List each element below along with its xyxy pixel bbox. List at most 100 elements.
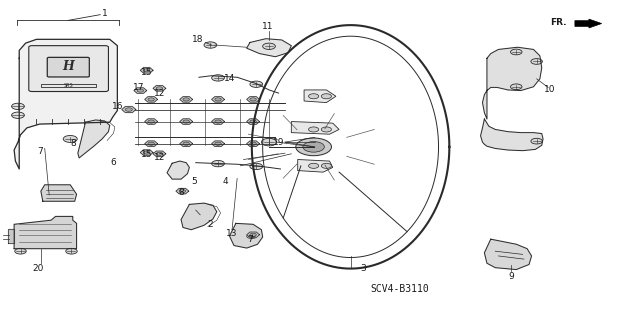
Circle shape	[125, 108, 132, 111]
Circle shape	[148, 98, 154, 101]
Circle shape	[215, 142, 221, 145]
Text: 14: 14	[224, 74, 236, 83]
Circle shape	[148, 142, 154, 145]
Text: 2: 2	[207, 220, 213, 229]
Polygon shape	[14, 39, 117, 169]
Circle shape	[156, 87, 163, 90]
Text: 8: 8	[179, 188, 184, 197]
Polygon shape	[180, 97, 193, 102]
Polygon shape	[230, 223, 262, 248]
Circle shape	[179, 189, 186, 193]
Polygon shape	[481, 119, 543, 151]
Polygon shape	[181, 203, 217, 230]
Polygon shape	[483, 47, 541, 119]
Circle shape	[63, 136, 77, 142]
Polygon shape	[180, 141, 193, 146]
Circle shape	[246, 234, 257, 239]
Polygon shape	[8, 229, 14, 243]
Circle shape	[204, 42, 217, 48]
Polygon shape	[246, 97, 259, 102]
Text: 10: 10	[543, 85, 555, 94]
Circle shape	[531, 59, 542, 64]
FancyBboxPatch shape	[47, 57, 90, 77]
Polygon shape	[14, 216, 77, 249]
Polygon shape	[122, 107, 136, 113]
Text: 7: 7	[247, 235, 253, 244]
Polygon shape	[145, 97, 157, 102]
Text: 1: 1	[102, 9, 108, 18]
Text: 9: 9	[508, 272, 514, 281]
Circle shape	[250, 81, 262, 87]
Circle shape	[183, 120, 189, 123]
Text: 15: 15	[141, 68, 152, 77]
Circle shape	[321, 94, 332, 99]
Text: 3: 3	[360, 264, 366, 273]
Circle shape	[531, 138, 542, 144]
Polygon shape	[304, 90, 336, 103]
Circle shape	[250, 142, 256, 145]
Circle shape	[12, 103, 24, 109]
Text: SRS: SRS	[63, 83, 73, 88]
Text: 20: 20	[33, 264, 44, 273]
Polygon shape	[246, 232, 259, 238]
Polygon shape	[246, 119, 259, 124]
Text: 12: 12	[154, 89, 165, 98]
Circle shape	[250, 233, 256, 236]
Circle shape	[137, 89, 143, 92]
Circle shape	[250, 98, 256, 101]
Circle shape	[15, 249, 26, 254]
Text: 8: 8	[70, 139, 76, 148]
Text: 7: 7	[36, 147, 42, 156]
Text: 5: 5	[191, 177, 197, 186]
Circle shape	[143, 69, 150, 72]
Circle shape	[261, 138, 276, 146]
Polygon shape	[134, 88, 147, 93]
Circle shape	[321, 127, 332, 132]
Circle shape	[212, 75, 225, 81]
Circle shape	[215, 120, 221, 123]
Polygon shape	[291, 122, 339, 134]
Text: 18: 18	[192, 35, 204, 44]
Circle shape	[215, 98, 221, 101]
Circle shape	[143, 151, 150, 154]
Text: 12: 12	[154, 153, 165, 162]
Polygon shape	[246, 39, 291, 57]
Text: 13: 13	[227, 229, 238, 238]
Circle shape	[262, 43, 275, 49]
Circle shape	[66, 249, 77, 254]
FancyArrow shape	[575, 19, 602, 28]
Polygon shape	[246, 141, 259, 146]
Polygon shape	[78, 120, 109, 158]
Text: 11: 11	[262, 22, 273, 31]
FancyBboxPatch shape	[29, 46, 108, 92]
Text: 19: 19	[273, 137, 284, 147]
Text: 6: 6	[110, 158, 116, 167]
Polygon shape	[176, 189, 189, 194]
Text: H: H	[63, 60, 74, 73]
Circle shape	[156, 152, 163, 155]
Polygon shape	[298, 160, 333, 172]
Polygon shape	[153, 151, 166, 157]
Text: 4: 4	[223, 177, 228, 186]
Circle shape	[303, 142, 324, 152]
Circle shape	[308, 163, 319, 168]
Circle shape	[183, 142, 189, 145]
Polygon shape	[140, 68, 153, 73]
Circle shape	[321, 163, 332, 168]
Polygon shape	[140, 150, 153, 155]
Text: SCV4-B3110: SCV4-B3110	[371, 284, 429, 294]
Circle shape	[511, 84, 522, 90]
Circle shape	[212, 160, 225, 167]
Polygon shape	[41, 185, 77, 201]
Circle shape	[12, 112, 24, 118]
Text: FR.: FR.	[550, 19, 566, 27]
Polygon shape	[212, 119, 225, 124]
Circle shape	[308, 94, 319, 99]
Polygon shape	[167, 161, 189, 179]
Polygon shape	[212, 97, 225, 102]
Circle shape	[296, 138, 332, 156]
Polygon shape	[484, 239, 532, 270]
Text: 17: 17	[132, 83, 144, 92]
Polygon shape	[145, 141, 157, 146]
Circle shape	[250, 120, 256, 123]
